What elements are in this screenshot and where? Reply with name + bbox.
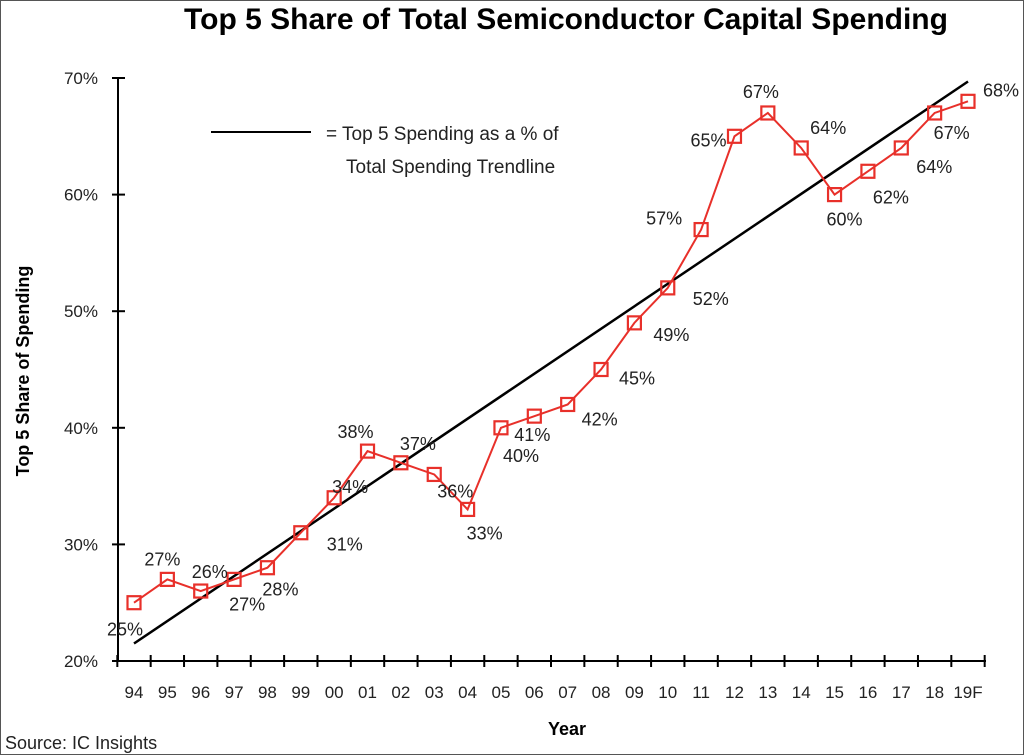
x-tick-label: 10	[658, 683, 677, 702]
data-point-marker	[560, 396, 576, 413]
x-tick-label: 18	[925, 683, 944, 702]
x-tick-label: 04	[458, 683, 477, 702]
x-tick-label: 08	[592, 683, 611, 702]
trendline-line	[133, 80, 969, 645]
legend-line-1: = Top 5 Spending as a % of	[326, 124, 559, 145]
data-point-marker	[293, 525, 309, 541]
data-point-marker	[326, 490, 342, 506]
data-label: 60%	[827, 210, 863, 230]
data-label: 65%	[690, 130, 726, 150]
data-point-marker	[259, 560, 276, 576]
data-label: 36%	[437, 481, 473, 501]
y-tick-label: 50%	[64, 302, 98, 321]
data-point-marker	[593, 361, 609, 378]
data-label: 41%	[514, 425, 550, 445]
data-point-marker	[526, 408, 542, 424]
series-line	[126, 93, 976, 611]
x-tick-label: 94	[125, 683, 144, 702]
data-label: 38%	[338, 422, 374, 442]
x-tick-label: 17	[892, 683, 911, 702]
data-point-marker	[159, 571, 175, 587]
axes: 20% 30% 40% 50% 60% 70% 94 95 96 97 98 99 00 01 02 03 04…	[64, 69, 986, 702]
legend: = Top 5 Spending as a % of Total Spendin…	[211, 124, 559, 178]
data-label: 68%	[983, 80, 1019, 100]
data-label: 28%	[262, 580, 298, 600]
data-label: 34%	[332, 477, 368, 497]
data-label: 67%	[743, 82, 779, 102]
x-tick-label: 09	[625, 683, 644, 702]
data-label: 27%	[144, 549, 180, 569]
data-label: 64%	[810, 118, 846, 138]
data-point-marker	[660, 280, 676, 296]
x-tick-label: 02	[391, 683, 410, 702]
x-tick-label: 03	[425, 683, 444, 702]
data-point-marker	[460, 501, 476, 518]
data-point-marker	[693, 221, 709, 238]
data-point-marker	[826, 187, 843, 203]
trendline	[133, 80, 969, 645]
data-label: 33%	[467, 523, 503, 543]
x-axis-title: Year	[548, 719, 586, 739]
data-point-marker	[927, 105, 943, 121]
data-point-marker	[359, 443, 376, 459]
data-point-marker	[426, 466, 442, 483]
data-label: 67%	[934, 123, 970, 143]
data-point-marker	[626, 315, 643, 331]
x-tick-label: 96	[191, 683, 210, 702]
x-tick-label: 07	[558, 683, 577, 702]
legend-line-2: Total Spending Trendline	[346, 157, 555, 178]
data-label: 37%	[400, 434, 436, 454]
data-point-marker	[126, 595, 142, 611]
x-tick-label: 16	[858, 683, 877, 702]
data-point-marker	[760, 105, 776, 121]
data-label: 52%	[693, 289, 729, 309]
x-tick-label: 11	[692, 683, 710, 702]
data-labels: 25%27%26%27%28%31%34%38%37%36%33%40%41%4…	[107, 80, 1019, 639]
y-tick-label: 40%	[64, 419, 98, 438]
data-label: 45%	[619, 369, 655, 389]
data-point-marker	[393, 455, 409, 471]
data-label: 64%	[916, 157, 952, 177]
y-tick-label: 20%	[64, 652, 98, 671]
x-tick-label: 95	[158, 683, 177, 702]
data-point-marker	[226, 571, 242, 587]
data-point-marker	[726, 128, 743, 144]
x-tick-label: 97	[225, 683, 244, 702]
x-tick-label: 15	[825, 683, 844, 702]
x-tick-label: 01	[358, 683, 377, 702]
data-label: 31%	[327, 535, 363, 555]
x-tick-label: 12	[725, 683, 744, 702]
x-tick-label: 98	[258, 683, 277, 702]
data-label: 40%	[503, 446, 539, 466]
data-label: 57%	[646, 209, 682, 229]
x-tick-label: 13	[758, 683, 777, 702]
x-tick-label: 19F	[953, 683, 982, 702]
x-tick-label: 99	[291, 683, 310, 702]
x-tick-label: 00	[325, 683, 344, 702]
data-point-marker	[960, 93, 976, 109]
chart-title: Top 5 Share of Total Semiconductor Capit…	[184, 3, 948, 36]
x-tick-label: 06	[525, 683, 544, 702]
y-tick-label: 60%	[64, 186, 98, 205]
source-note: Source: IC Insights	[5, 733, 157, 753]
data-label: 25%	[107, 620, 143, 640]
data-point-marker	[493, 420, 509, 436]
data-label: 27%	[229, 594, 265, 614]
y-axis-title: Top 5 Share of Spending	[13, 266, 33, 477]
data-point-marker	[860, 163, 876, 179]
data-label: 26%	[192, 562, 228, 582]
data-point-marker	[193, 583, 209, 599]
x-tick-label: 05	[491, 683, 510, 702]
data-label: 62%	[873, 187, 909, 207]
y-tick-label: 70%	[64, 69, 98, 88]
x-tick-label: 14	[792, 683, 811, 702]
data-point-marker	[893, 140, 909, 156]
data-label: 42%	[582, 409, 618, 429]
data-label: 49%	[653, 325, 689, 345]
data-point-marker	[793, 140, 809, 156]
y-tick-label: 30%	[64, 535, 98, 554]
